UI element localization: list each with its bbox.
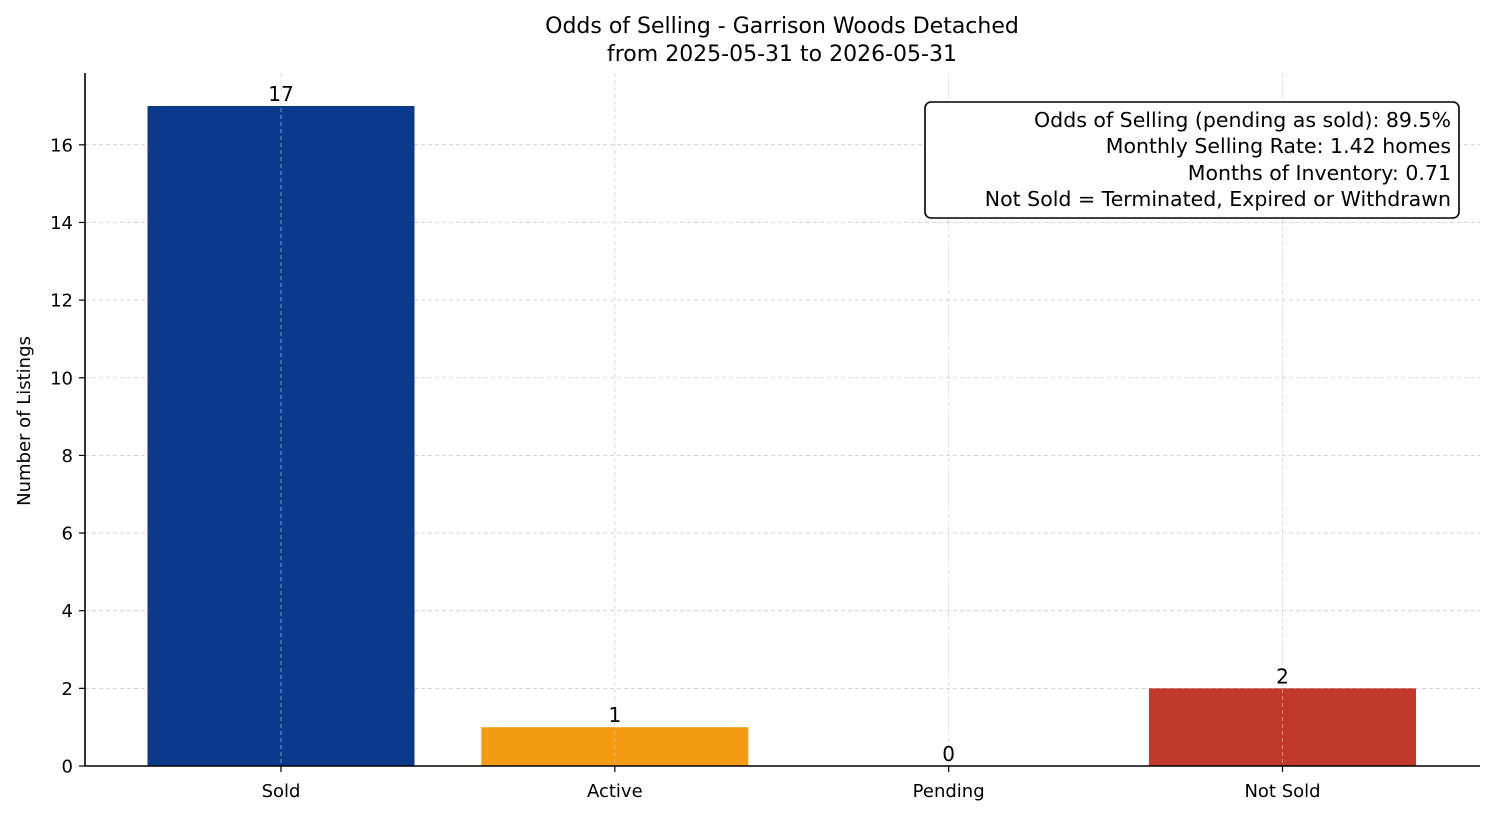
y-tick-label: 6 (62, 524, 73, 545)
data-label: 17 (268, 82, 293, 106)
y-tick-label: 12 (50, 291, 73, 312)
data-labels: 17 1 0 2 (268, 82, 1289, 766)
x-tick-label: Active (587, 781, 643, 802)
axes (84, 73, 1480, 767)
y-tick-label: 0 (62, 757, 73, 778)
info-not-sold-definition: Not Sold = Terminated, Expired or Withdr… (985, 187, 1451, 211)
info-odds-of-selling: Odds of Selling (pending as sold): 89.5% (1034, 108, 1451, 132)
x-tick-label: Sold (262, 781, 301, 802)
chart-title: Odds of Selling - Garrison Woods Detache… (545, 14, 1019, 39)
info-monthly-selling-rate: Monthly Selling Rate: 1.42 homes (1106, 134, 1451, 158)
data-label: 1 (608, 703, 621, 727)
info-box-frame (924, 101, 1460, 219)
info-months-of-inventory: Months of Inventory: 0.71 (1188, 161, 1451, 185)
y-tick-label: 10 (50, 368, 73, 389)
chart-subtitle: from 2025-05-31 to 2026-05-31 (607, 42, 957, 67)
x-tick-label: Pending (913, 781, 985, 802)
y-tick-label: 4 (62, 601, 73, 622)
y-tick-label: 14 (50, 213, 73, 234)
bar-sold (147, 106, 415, 766)
y-axis-label: Number of Listings (14, 336, 35, 506)
x-tick-label: Not Sold (1244, 781, 1320, 802)
y-tick-label: 16 (50, 135, 73, 156)
info-box: Odds of Selling (pending as sold): 89.5%… (924, 101, 1460, 219)
y-tick-label: 8 (62, 446, 73, 467)
y-tick-label: 2 (62, 679, 73, 700)
data-label: 0 (942, 742, 955, 766)
data-label: 2 (1276, 664, 1289, 688)
